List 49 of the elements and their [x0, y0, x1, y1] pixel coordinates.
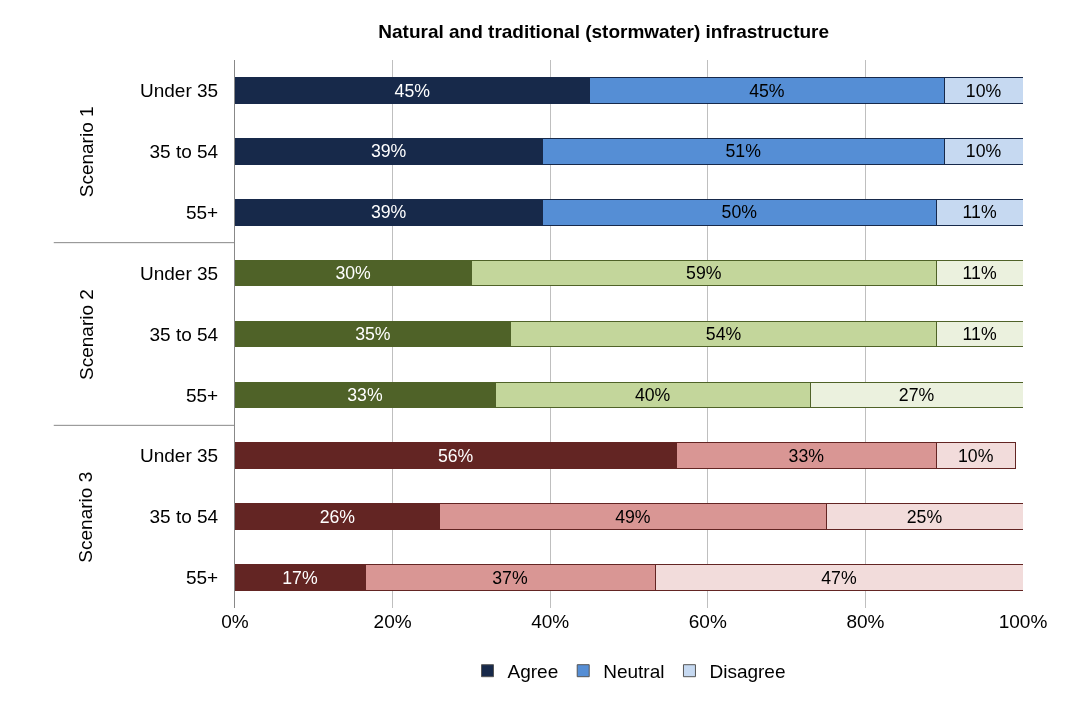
data-label: 45%: [394, 80, 431, 101]
data-label: 59%: [686, 263, 722, 284]
data-label: 49%: [615, 506, 651, 527]
text: Scenario 1: [75, 106, 97, 198]
data-label: 10%: [957, 445, 994, 466]
data-label: 47%: [821, 567, 857, 588]
y-tick-label: 55+: [185, 201, 219, 223]
x-tick-label: 20%: [373, 611, 412, 632]
data-label: 17%: [282, 567, 318, 588]
data-label: 25%: [906, 506, 943, 527]
y-tick-label: 35 to 54: [149, 140, 219, 162]
legend-label: Disagree: [709, 661, 786, 683]
data-label: 30%: [335, 263, 372, 284]
x-tick-label: 60%: [688, 611, 727, 632]
y-tick-label: 35 to 54: [149, 323, 219, 345]
x-tick-label: 80%: [846, 611, 885, 632]
data-label: 39%: [370, 202, 407, 223]
x-tick-label: 100%: [998, 611, 1048, 632]
data-label: 35%: [355, 324, 391, 345]
data-label: 33%: [347, 384, 383, 405]
legend-label: Agree: [507, 661, 559, 683]
y-tick-label: Under 35: [140, 80, 219, 102]
data-label: 11%: [962, 202, 997, 223]
data-label: 39%: [370, 141, 407, 162]
data-label: 40%: [634, 384, 671, 405]
data-label: 45%: [749, 80, 785, 101]
y-tick-label: 55+: [185, 567, 219, 589]
data-label: 11%: [962, 324, 997, 345]
data-label: 56%: [437, 445, 474, 466]
data-label: 50%: [721, 202, 758, 223]
text: Scenario 3: [75, 471, 97, 563]
chart-title: Natural and traditional (stormwater) infrastructure: [378, 20, 830, 42]
data-label: 51%: [725, 141, 762, 162]
y-tick-label: 55+: [185, 384, 219, 406]
x-tick-label: 0%: [221, 611, 249, 632]
data-label: 26%: [319, 506, 356, 527]
data-label: 10%: [965, 80, 1002, 101]
data-label: 27%: [898, 384, 935, 405]
data-label: 54%: [705, 324, 742, 345]
y-tick-label: Under 35: [140, 445, 219, 467]
data-label: 11%: [962, 263, 997, 284]
data-label: 10%: [965, 141, 1002, 162]
y-tick-label: Under 35: [140, 262, 219, 284]
data-label: 33%: [788, 445, 825, 466]
data-label: 37%: [492, 567, 528, 588]
x-tick-label: 40%: [531, 611, 570, 632]
y-tick-label: 35 to 54: [149, 506, 219, 528]
text: Scenario 2: [75, 289, 97, 380]
legend-label: Neutral: [603, 661, 665, 683]
